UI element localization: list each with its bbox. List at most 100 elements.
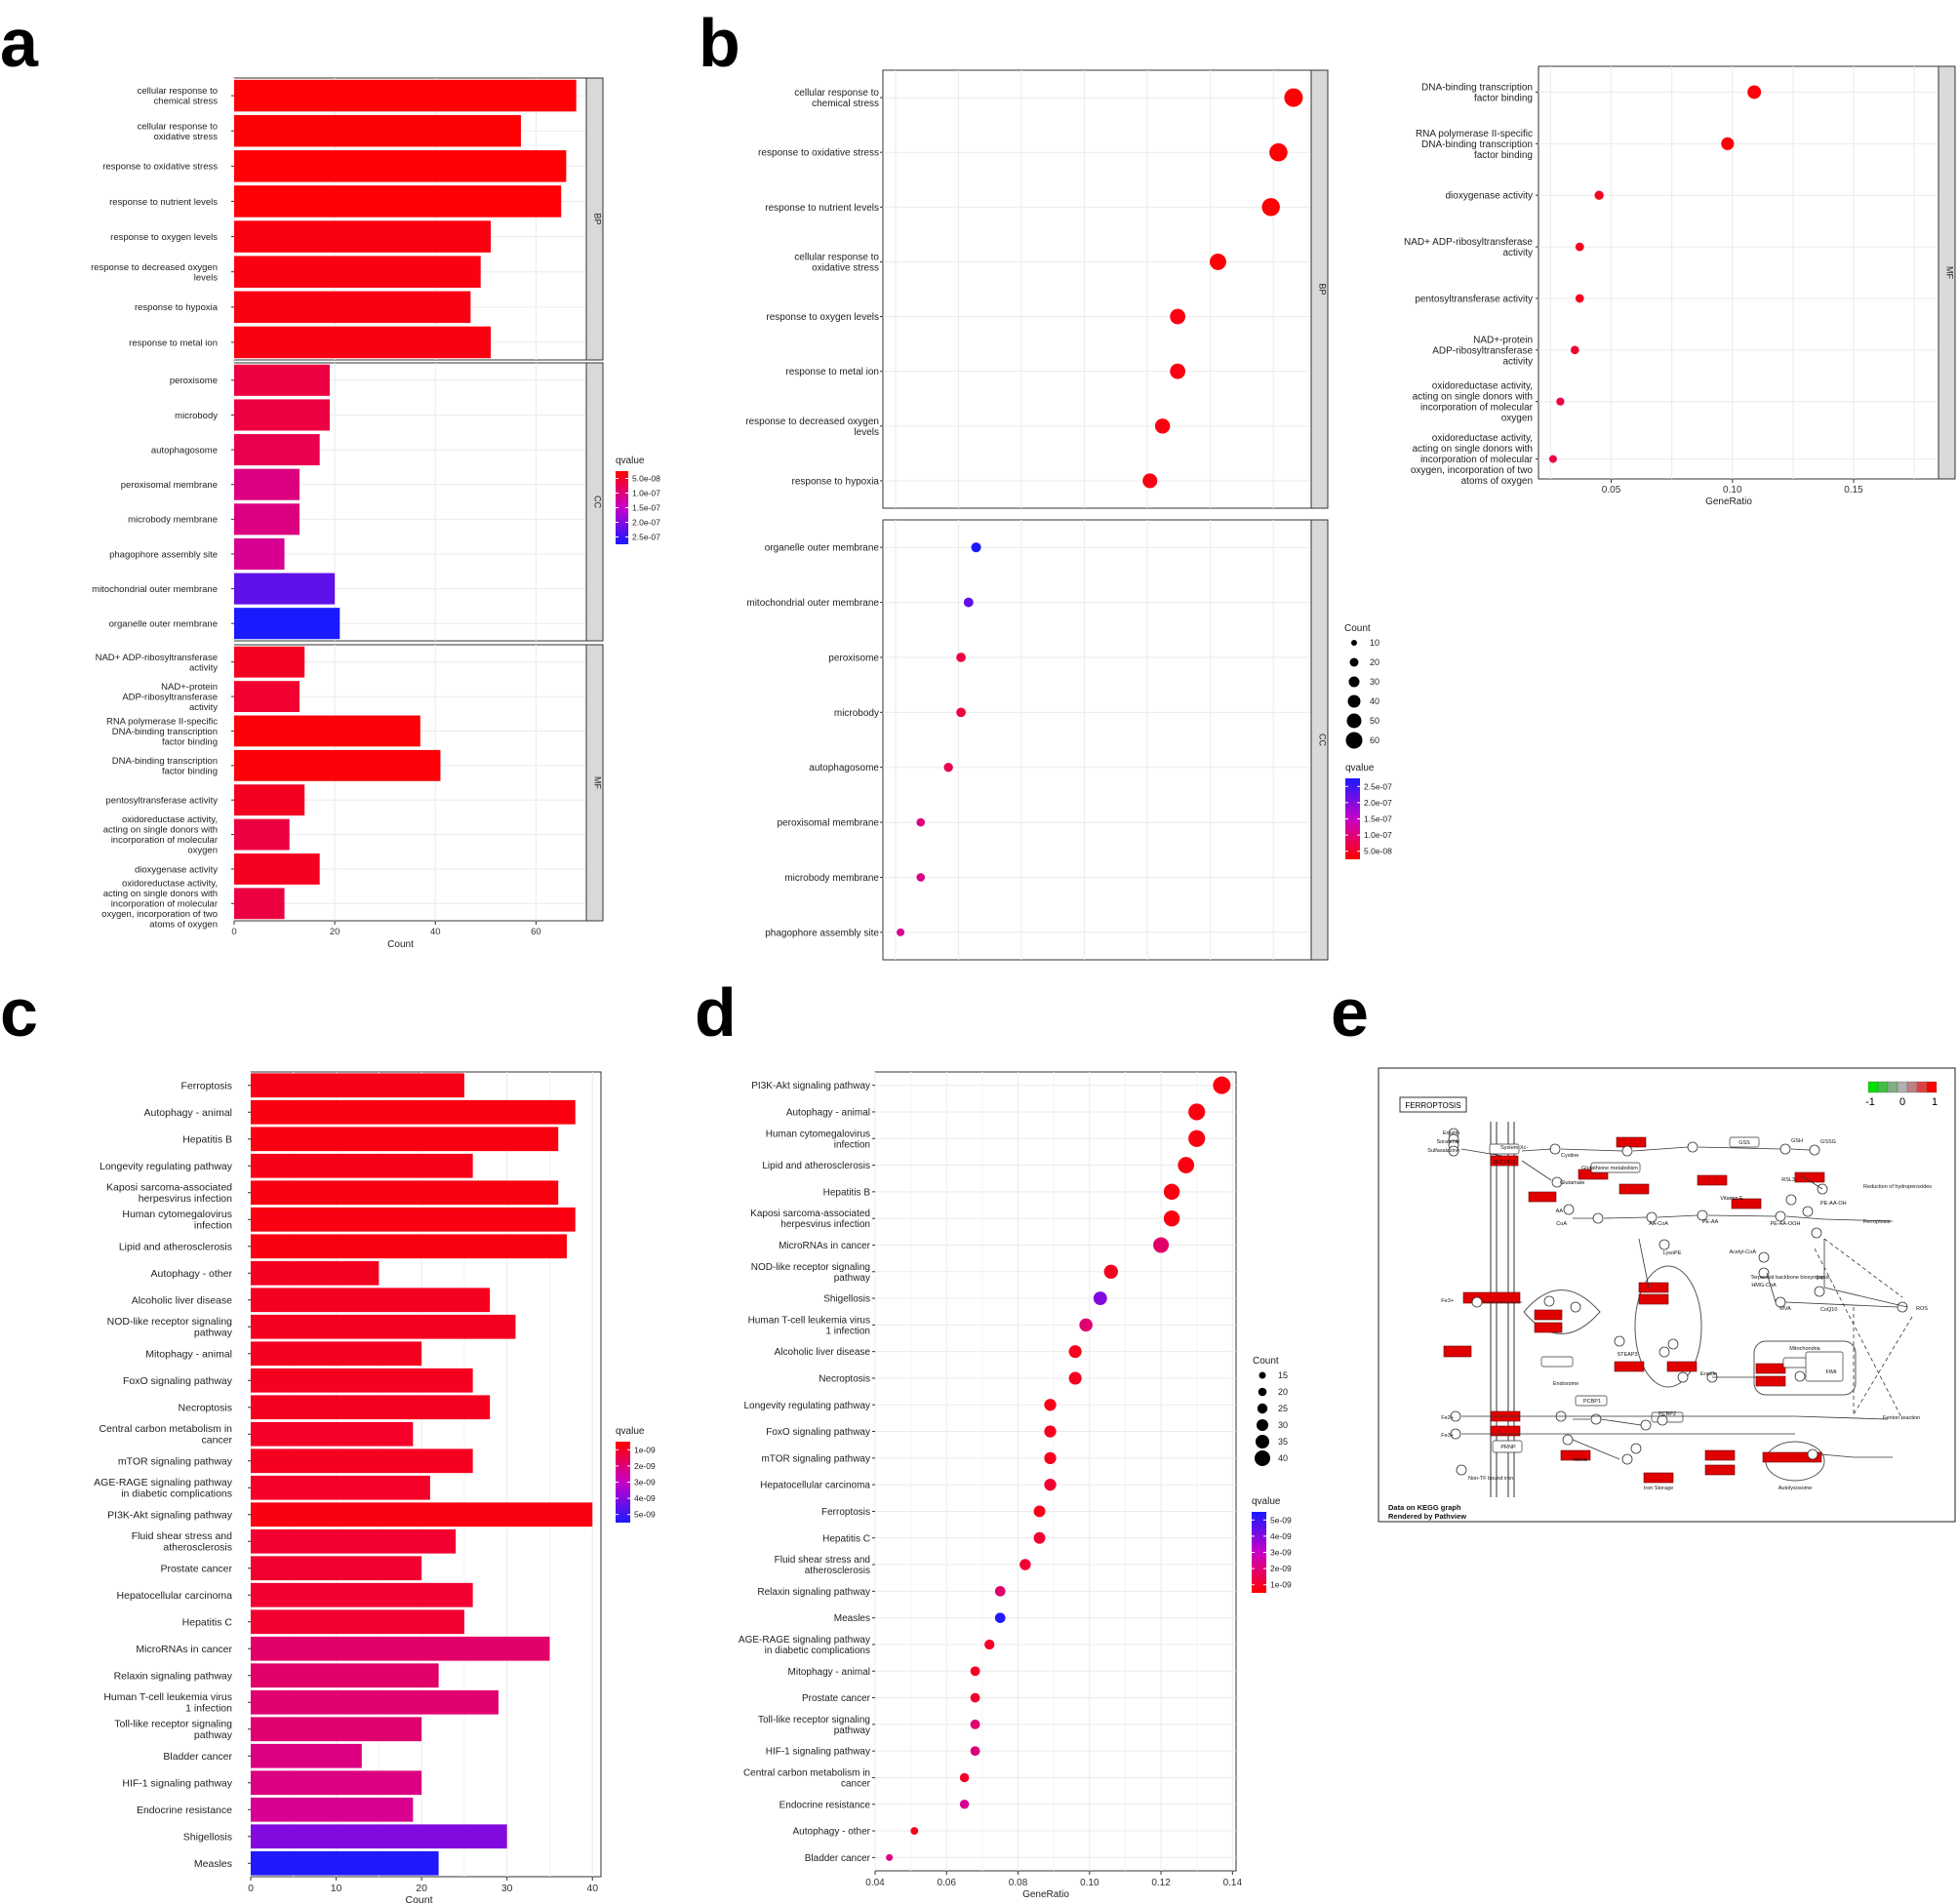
gene-box [1534, 1322, 1563, 1333]
pathway-node-label: System Xc- [1500, 1145, 1528, 1151]
category-label: mitochondrial outer membrane [746, 598, 879, 609]
category-label: response to oxygen levels [110, 232, 218, 243]
bar [251, 1234, 567, 1259]
bar [251, 1127, 559, 1152]
qvalue-legend-label: 2e-09 [634, 1461, 656, 1471]
x-tick-label: 40 [586, 1883, 598, 1894]
bar [251, 1288, 491, 1313]
bar [234, 364, 330, 396]
bar [234, 468, 300, 500]
bar [251, 1153, 473, 1178]
bar [251, 1636, 550, 1661]
category-label: Longevity regulating pathway [743, 1401, 870, 1411]
bar [251, 1824, 507, 1849]
facet-strip-label: CC [1318, 734, 1328, 746]
qvalue-legend-label: 1.0e-07 [1364, 830, 1392, 840]
bar [234, 646, 305, 678]
x-tick-label: 20 [416, 1883, 427, 1894]
facet-panel [1538, 65, 1939, 480]
qvalue-legend-label: 5e-09 [1270, 1515, 1292, 1525]
category-label: Autophagy - animal [144, 1107, 232, 1119]
gene-box [1490, 1155, 1519, 1167]
bar [234, 256, 481, 288]
compound-node [1758, 1267, 1770, 1279]
pathway-edge [1823, 1218, 1894, 1222]
category-label: dioxygenase activity [1446, 191, 1534, 202]
x-tick-label: 20 [330, 927, 340, 937]
category-label: Central carbon metabolism in cancer [743, 1767, 871, 1789]
compound-box [1492, 1440, 1523, 1453]
x-tick-label: 0.12 [1151, 1878, 1171, 1888]
dot [1044, 1425, 1057, 1438]
dot [956, 653, 966, 662]
gene-box [1638, 1282, 1669, 1293]
category-label: Hepatitis C [822, 1533, 870, 1544]
pathway-color-legend-label: 1 [1932, 1096, 1938, 1108]
pathway-edge [1823, 1287, 1908, 1308]
pathway-color-legend-cell [1867, 1081, 1879, 1093]
bar [234, 681, 300, 712]
category-label: Measles [834, 1613, 870, 1624]
gene-box [1614, 1361, 1645, 1372]
panel-letter-c: c [0, 974, 38, 1051]
count-legend-label: 60 [1370, 735, 1379, 745]
pathway-node-label: Iron Storage [1644, 1486, 1673, 1491]
x-tick-label: 60 [531, 927, 541, 937]
x-tick-label: 40 [430, 927, 441, 937]
qvalue-legend-label: 4e-09 [1270, 1531, 1292, 1541]
dot [1068, 1371, 1082, 1385]
dot [1170, 308, 1186, 325]
dot [970, 1719, 980, 1729]
pathway-edge [1698, 1146, 1781, 1150]
category-label: Lipid and atherosclerosis [119, 1241, 232, 1252]
bar [234, 853, 320, 885]
pathway-color-legend-label: 0 [1899, 1096, 1905, 1108]
category-label: Endocrine resistance [137, 1805, 232, 1816]
pathway-node-label: Vitamin E [1720, 1196, 1743, 1202]
pathway-node-label: Reduction of hydroperoxides [1863, 1184, 1932, 1190]
dot [1033, 1531, 1046, 1544]
category-label: microbody [834, 708, 879, 719]
gene-box [1697, 1174, 1728, 1186]
facet-strip-label: CC [593, 496, 603, 508]
count-legend-label: 50 [1370, 716, 1379, 726]
category-label: Mitophagy - animal [145, 1348, 232, 1360]
category-label: response to nutrient levels [109, 197, 218, 208]
pathway-node-label: Heme [1573, 1457, 1587, 1463]
compound-box [1489, 1143, 1520, 1155]
pathway-color-legend-cell [1926, 1081, 1938, 1093]
dot [1154, 418, 1171, 434]
category-label: NAD+-protein ADP-ribosyltransferase activi… [122, 682, 218, 713]
count-legend-label: 15 [1278, 1370, 1288, 1380]
pathway-node-label: PRNP [1500, 1445, 1516, 1450]
pathway-node-label: Ferroptosis [1863, 1219, 1891, 1225]
bar [251, 1475, 430, 1500]
compound-node [1807, 1448, 1818, 1460]
count-legend-dot [1346, 713, 1362, 729]
x-axis-label: GeneRatio [1705, 496, 1752, 507]
category-label: Fluid shear stress and atherosclerosis [132, 1530, 232, 1554]
panel-letter-e: e [1331, 974, 1369, 1051]
qvalue-colorbar [1252, 1512, 1266, 1593]
category-label: Fluid shear stress and atherosclerosis [775, 1555, 870, 1576]
gene-box [1666, 1361, 1698, 1372]
category-label: DNA-binding transcription factor binding [1421, 82, 1533, 103]
bar [251, 1609, 464, 1635]
pathway-node-label: Fenton reaction [1883, 1415, 1920, 1421]
bar [234, 399, 330, 431]
pathway-node-label: GSS [1738, 1140, 1750, 1146]
count-legend-label: 35 [1278, 1437, 1288, 1447]
x-tick-label: 0.10 [1723, 485, 1742, 496]
category-label: microbody membrane [784, 873, 879, 884]
cell-shape [1634, 1265, 1702, 1388]
category-label: mitochondrial outer membrane [92, 584, 218, 595]
count-legend-label: 20 [1370, 657, 1379, 667]
dot [1721, 137, 1735, 150]
x-tick-label: 0.06 [938, 1878, 957, 1888]
dot [1284, 88, 1303, 107]
category-label: HIF-1 signaling pathway [766, 1747, 870, 1758]
category-label: Necroptosis [819, 1373, 870, 1384]
compound-node [1657, 1414, 1668, 1426]
dot [916, 817, 926, 827]
